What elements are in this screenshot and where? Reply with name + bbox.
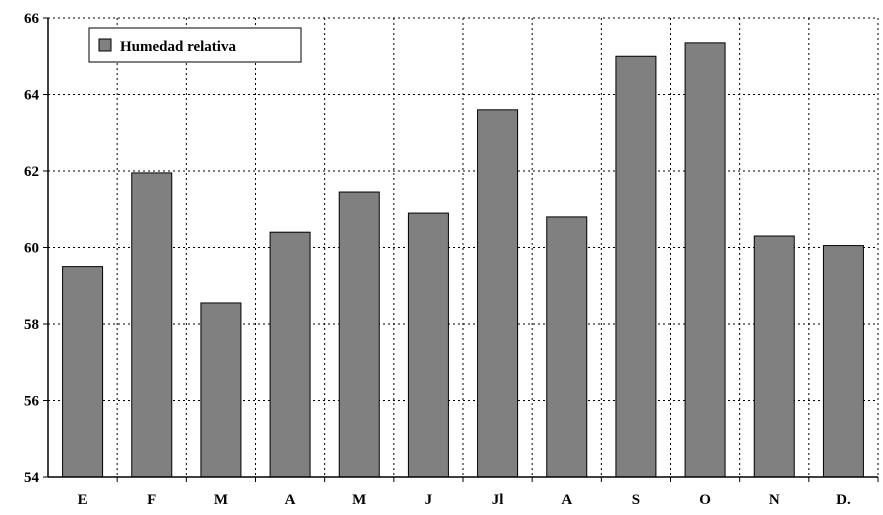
- bar: [753, 235, 795, 478]
- x-tick-label: A: [561, 492, 572, 508]
- grid-lines: [48, 17, 879, 477]
- bar: [407, 212, 449, 478]
- x-tick-label: M: [352, 492, 366, 508]
- x-tick-label: S: [632, 492, 640, 508]
- legend-label: Humedad relativa: [120, 39, 236, 55]
- x-tick-label: E: [78, 492, 88, 508]
- x-tick-label: Jl: [492, 492, 504, 508]
- x-tick-label: N: [769, 492, 780, 508]
- bar: [62, 266, 104, 478]
- x-tick-label: J: [425, 492, 433, 508]
- bar: [477, 109, 519, 478]
- bar: [615, 55, 657, 478]
- x-tick-label: M: [214, 492, 228, 508]
- y-tick-label: 64: [24, 88, 40, 104]
- bar: [338, 191, 380, 478]
- bar: [546, 216, 588, 478]
- y-tick-label: 60: [24, 241, 39, 257]
- y-tick-labels: 54 56 58 60 62 64 66: [24, 11, 48, 486]
- bar: [131, 172, 173, 478]
- legend: Humedad relativa: [88, 27, 302, 63]
- bars: [62, 42, 864, 478]
- bar: [684, 42, 726, 478]
- y-tick-label: 58: [24, 317, 39, 333]
- x-tick-label: O: [699, 492, 711, 508]
- x-tick-label: A: [285, 492, 296, 508]
- x-tick-label: D.: [836, 492, 851, 508]
- x-tick-label: F: [147, 492, 156, 508]
- bar: [200, 302, 242, 478]
- legend-swatch: [98, 38, 112, 52]
- y-tick-label: 56: [24, 394, 40, 410]
- y-tick-label: 62: [24, 164, 39, 180]
- x-tick-labels: E F M A M J Jl A S O N D.: [78, 477, 879, 508]
- bar: [269, 231, 311, 478]
- y-tick-label: 66: [24, 11, 40, 27]
- bar: [822, 245, 864, 478]
- legend-box: [88, 27, 302, 63]
- y-tick-label: 54: [24, 470, 40, 486]
